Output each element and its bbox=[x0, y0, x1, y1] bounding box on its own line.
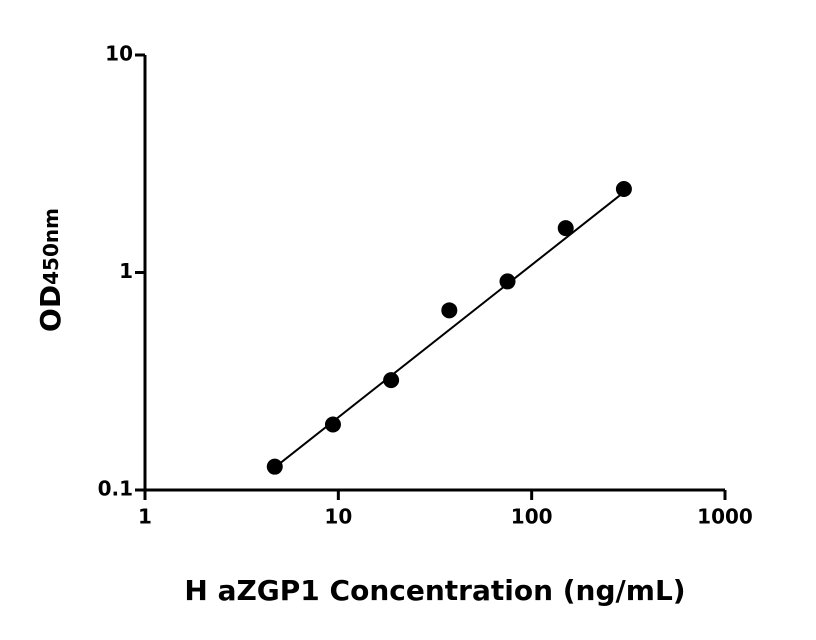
point bbox=[324, 416, 341, 433]
point bbox=[557, 220, 574, 237]
point bbox=[266, 458, 283, 475]
point bbox=[499, 273, 516, 290]
point bbox=[441, 302, 458, 319]
y-tick-label: 10 bbox=[105, 42, 133, 66]
x-tick-label: 100 bbox=[511, 505, 553, 529]
point bbox=[615, 181, 632, 198]
point bbox=[383, 372, 400, 389]
y-axis-title-main: OD bbox=[34, 285, 67, 332]
x-tick-label: 1000 bbox=[697, 505, 753, 529]
x-axis-title: H aZGP1 Concentration (ng/mL) bbox=[184, 574, 685, 607]
x-tick-label: 10 bbox=[324, 505, 352, 529]
y-tick-label: 0.1 bbox=[98, 477, 133, 501]
x-tick-label: 1 bbox=[138, 505, 152, 529]
y-axis-title-sub: 450nm bbox=[39, 208, 63, 285]
y-tick-label: 1 bbox=[119, 259, 133, 283]
y-axis-title: OD450nm bbox=[34, 208, 67, 332]
